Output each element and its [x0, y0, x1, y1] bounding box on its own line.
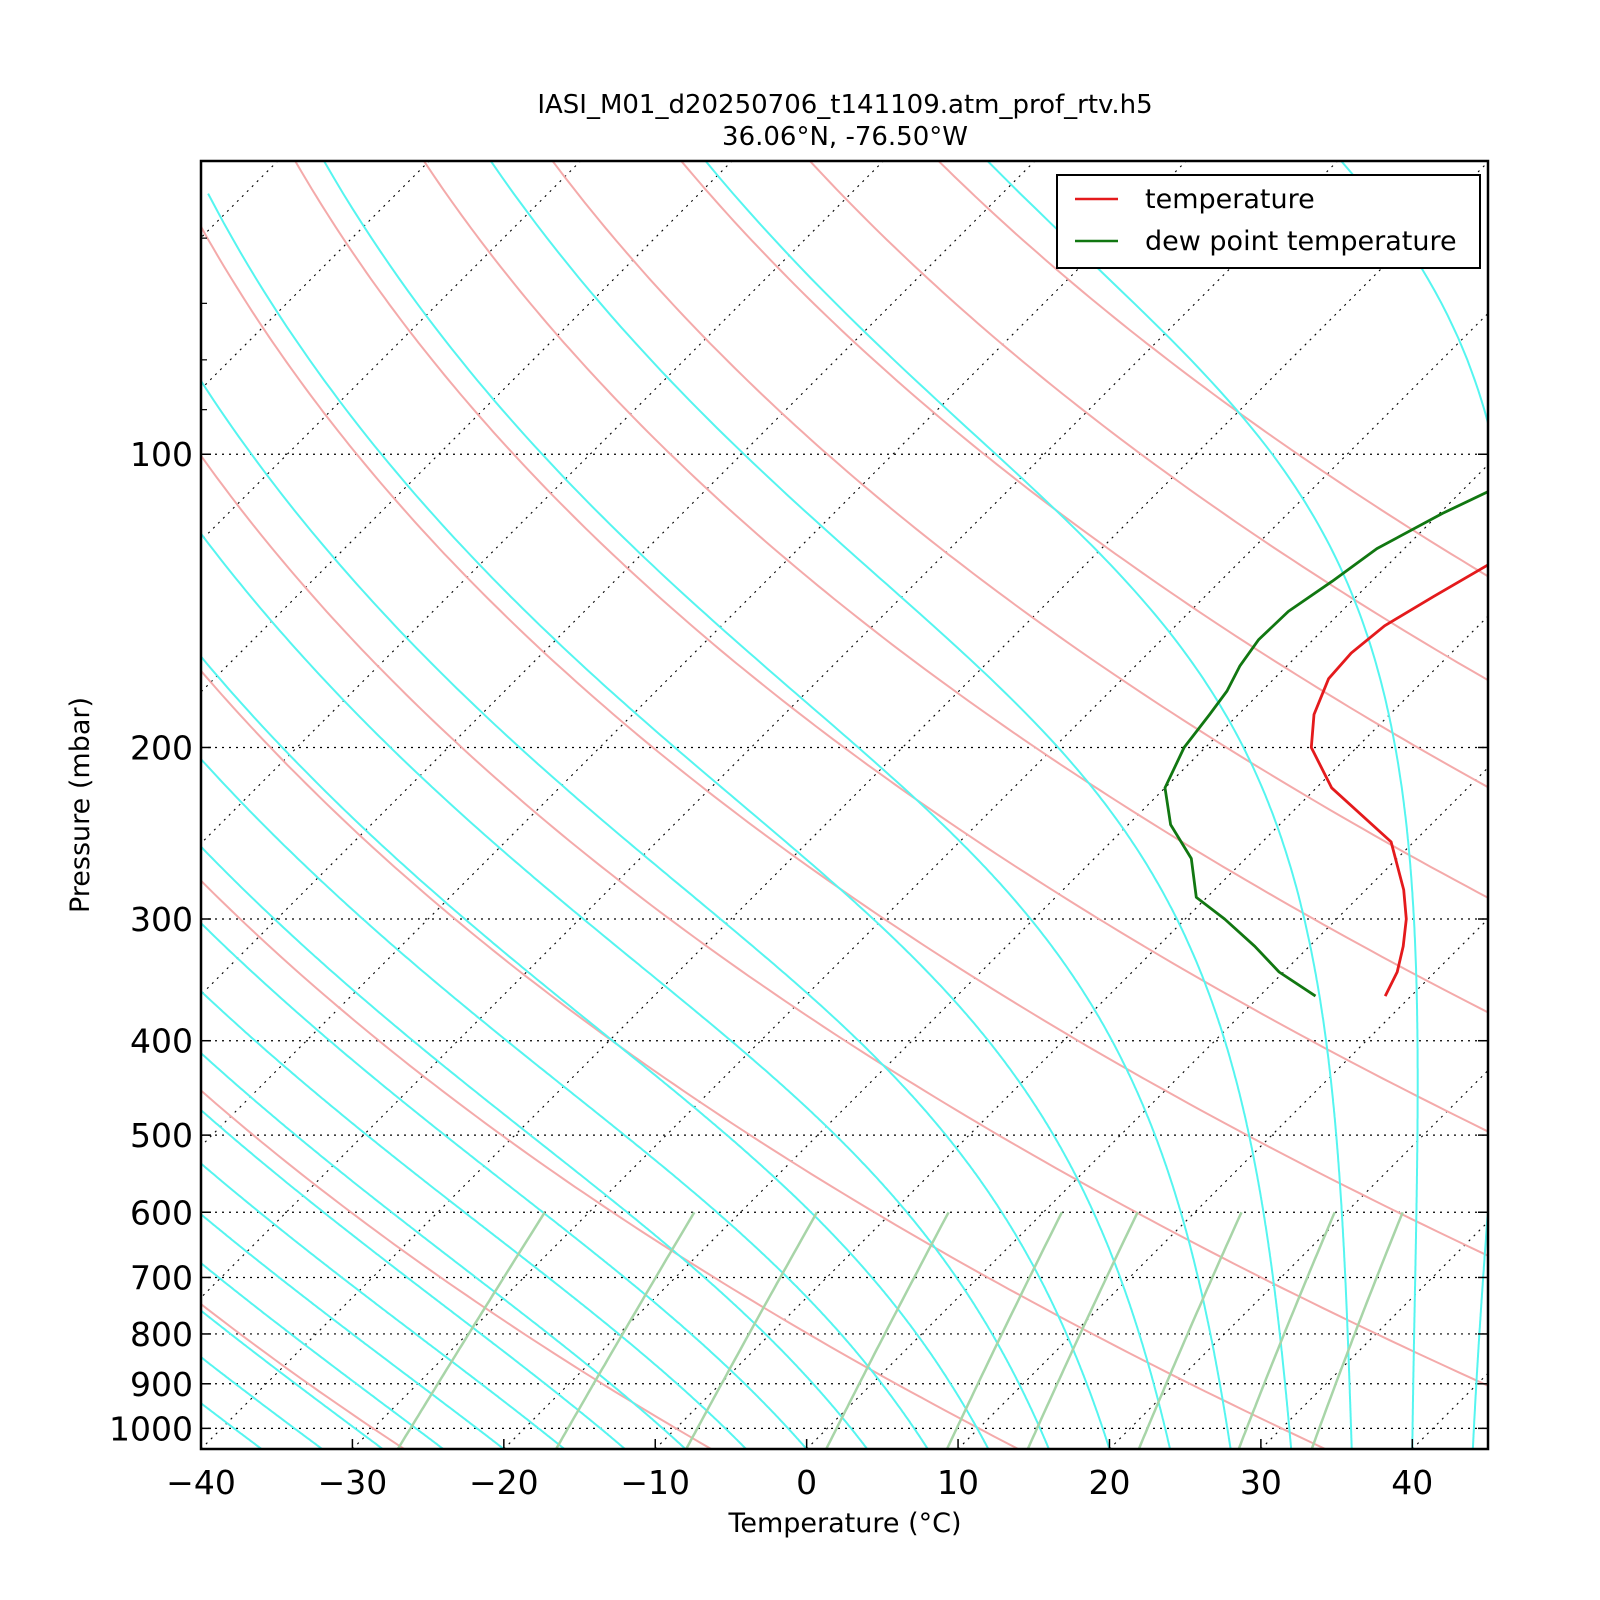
moist-adiabat-line — [201, 1162, 566, 1449]
x-axis-ticks: −40 −30 −20 −10 0 10 20 30 40 — [166, 1439, 1433, 1502]
moist-adiabat-line — [201, 921, 808, 1449]
dry-adiabat-line — [201, 879, 1019, 1449]
moist-adiabat-line — [201, 655, 990, 1449]
mixing-ratio-line — [945, 1211, 1064, 1449]
isotherm-line — [957, 918, 1488, 1449]
isotherm-line — [201, 161, 1488, 1449]
x-tick-label: 30 — [1240, 1463, 1282, 1502]
chart-subtitle: 36.06°N, -76.50°W — [722, 122, 968, 152]
moist-adiabat-line — [201, 989, 747, 1449]
moist-adiabat-line — [201, 757, 929, 1449]
moist-adiabat-line — [201, 1108, 626, 1449]
dew-point-line — [1163, 490, 1488, 998]
moist-adiabat-line — [201, 845, 868, 1449]
y-tick-label: 300 — [130, 900, 193, 939]
dry-adiabat-line — [937, 161, 1488, 578]
legend-label-temperature: temperature — [1145, 184, 1315, 215]
moist-adiabat-line — [207, 193, 1171, 1449]
skewed-isotherms — [0, 161, 1600, 1449]
y-tick-label: 400 — [130, 1022, 193, 1061]
isotherm-line — [352, 312, 1488, 1449]
dry-adiabat-line — [680, 161, 1488, 789]
mixing-ratio-line — [396, 1211, 546, 1449]
isotherm-line — [0, 161, 126, 1449]
isotherm-line — [654, 615, 1488, 1449]
dry-adiabat-line — [201, 454, 1488, 1387]
isotherm-line — [1260, 1221, 1488, 1449]
mixing-ratio-line — [1310, 1211, 1404, 1449]
moist-adiabat-line — [1340, 161, 1488, 1449]
dry-adiabat-line — [201, 1089, 712, 1449]
mixing-ratio-line — [825, 1211, 950, 1449]
x-tick-label: −30 — [318, 1463, 388, 1502]
isotherm-line — [1411, 1372, 1488, 1449]
y-axis-label: Pressure (mbar) — [65, 697, 96, 913]
plot-frame — [199, 159, 1490, 1451]
isotherm-line — [201, 161, 733, 693]
background-lines — [0, 161, 1600, 1449]
moist-adiabat-line — [201, 532, 1050, 1449]
y-tick-label: 100 — [130, 435, 193, 474]
y-tick-label: 700 — [130, 1258, 193, 1297]
chart-title: IASI_M01_d20250706_t141109.atm_prof_rtv.… — [537, 90, 1152, 120]
mixing-ratio-line — [1026, 1211, 1139, 1449]
moist-adiabat-line — [201, 1355, 323, 1449]
moist-adiabat-line — [201, 1051, 687, 1449]
mixing-ratio-line — [1237, 1211, 1336, 1449]
moist-adiabat-line — [201, 1309, 384, 1449]
dry-adiabat-line — [201, 224, 1488, 1257]
isotherm-line — [1109, 1069, 1488, 1449]
moist-adiabats — [201, 161, 1600, 1449]
isotherm-line — [201, 161, 1036, 996]
isotherm-line — [1564, 161, 1600, 1449]
y-tick-label: 800 — [130, 1315, 193, 1354]
isotherm-line — [806, 766, 1488, 1449]
isotherm-line — [201, 161, 1187, 1147]
moist-adiabat-line — [1533, 161, 1600, 1449]
legend-box — [1056, 174, 1481, 269]
isotherm-line — [503, 464, 1488, 1449]
legend-label-dew-point: dew point temperature — [1145, 226, 1457, 257]
x-axis-label: Temperature (°C) — [727, 1508, 961, 1539]
x-tick-label: −10 — [620, 1463, 690, 1502]
x-tick-label: 0 — [796, 1463, 817, 1502]
data-series — [1163, 490, 1488, 998]
y-axis-ticks: 100 200 300 400 500 600 700 800 900 1000 — [109, 160, 1488, 1448]
dry-adiabat-line — [809, 161, 1488, 682]
x-tick-label: 20 — [1088, 1463, 1130, 1502]
y-tick-label: 600 — [130, 1193, 193, 1232]
x-tick-label: 40 — [1391, 1463, 1433, 1502]
isotherm-line — [201, 161, 1338, 1299]
isotherm-line — [201, 161, 884, 845]
temperature-line — [1309, 563, 1488, 997]
mixing-ratio-line — [685, 1211, 818, 1449]
y-tick-label: 1000 — [109, 1409, 193, 1448]
y-tick-label: 900 — [130, 1365, 193, 1404]
dry-adiabat-line — [201, 669, 1326, 1449]
moist-adiabat-line — [201, 379, 1111, 1449]
pressure-grid — [201, 453, 1488, 1429]
moist-adiabat-line — [704, 161, 1353, 1449]
moist-adiabat-line — [323, 161, 1232, 1449]
moist-adiabat-line — [201, 1261, 444, 1449]
mixing-ratio-line — [555, 1211, 696, 1449]
dry-adiabat-line — [423, 161, 1488, 1014]
moist-adiabat-line — [201, 1213, 505, 1449]
x-tick-label: −40 — [166, 1463, 236, 1502]
y-tick-label: 500 — [130, 1116, 193, 1155]
y-tick-label: 200 — [130, 728, 193, 767]
x-tick-label: 10 — [937, 1463, 979, 1502]
x-tick-label: −20 — [469, 1463, 539, 1502]
mixing-ratio-lines — [396, 1211, 1404, 1449]
mixing-ratio-line — [1137, 1211, 1243, 1449]
legend: temperature dew point temperature — [1056, 174, 1481, 269]
dry-adiabat-line — [551, 161, 1488, 899]
moist-adiabat-line — [489, 161, 1293, 1449]
moist-adiabat-line — [986, 161, 1419, 1449]
